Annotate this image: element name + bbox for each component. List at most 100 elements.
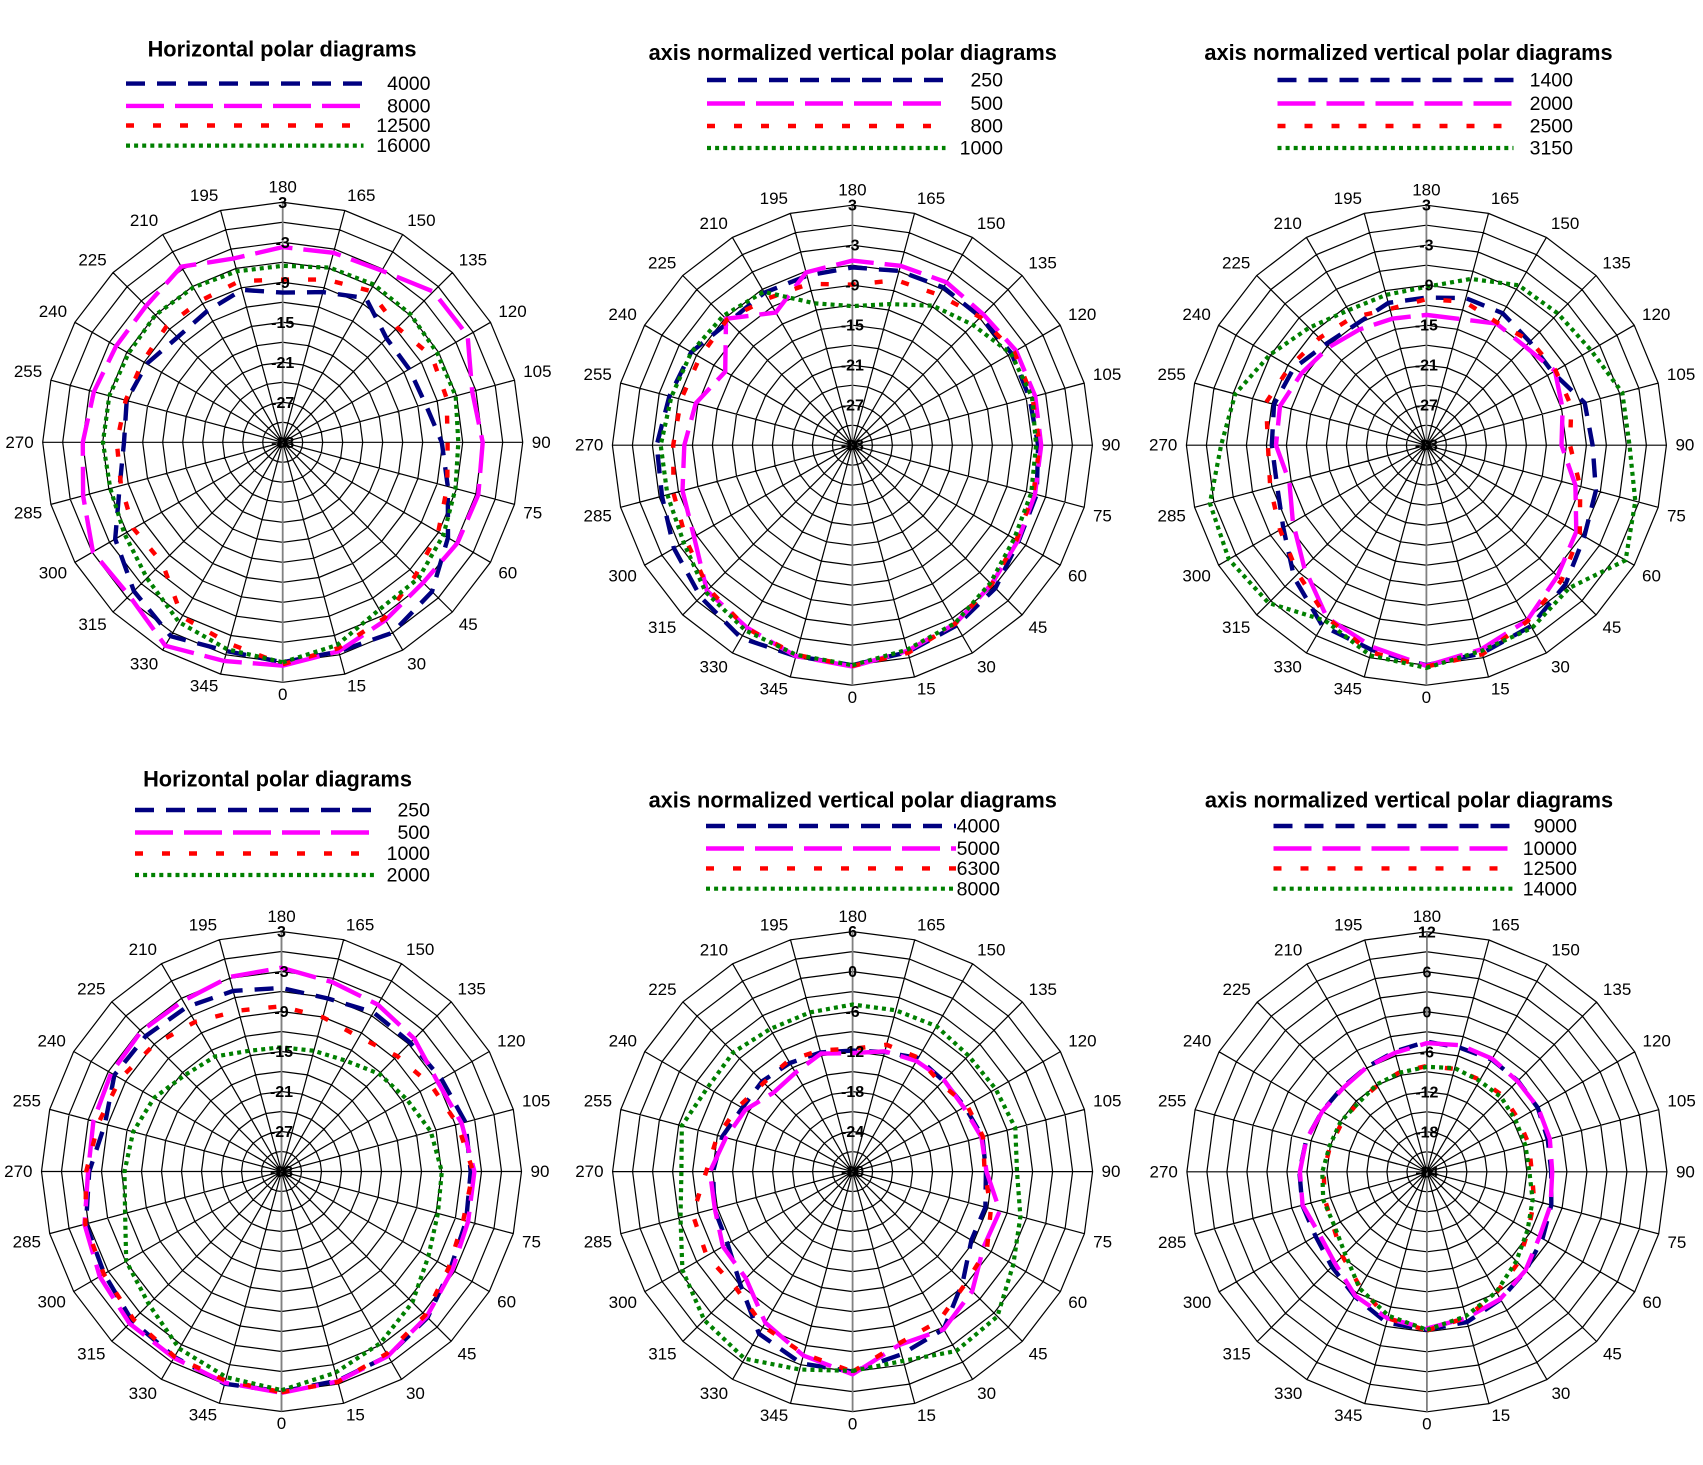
svg-text:210: 210: [1274, 214, 1302, 233]
svg-text:-21: -21: [841, 358, 864, 375]
svg-text:270: 270: [575, 1162, 603, 1181]
svg-text:45: 45: [458, 1344, 477, 1363]
svg-text:285: 285: [584, 506, 612, 525]
svg-text:255: 255: [584, 1092, 612, 1111]
svg-text:150: 150: [977, 214, 1005, 233]
svg-text:105: 105: [522, 1091, 550, 1110]
svg-text:255: 255: [13, 1091, 41, 1110]
svg-text:150: 150: [977, 940, 1005, 959]
svg-text:195: 195: [1334, 189, 1362, 208]
svg-text:165: 165: [917, 915, 945, 934]
svg-text:15: 15: [347, 677, 366, 696]
svg-text:315: 315: [1222, 618, 1250, 637]
svg-text:1400: 1400: [1530, 70, 1574, 92]
svg-text:90: 90: [1101, 436, 1120, 455]
svg-text:120: 120: [1642, 305, 1670, 324]
svg-text:195: 195: [189, 915, 217, 934]
svg-text:15: 15: [1491, 1406, 1510, 1425]
svg-text:-9: -9: [276, 275, 290, 292]
svg-text:0: 0: [848, 964, 857, 981]
svg-text:270: 270: [5, 433, 33, 452]
svg-text:1000: 1000: [387, 843, 431, 865]
svg-text:6: 6: [1422, 964, 1431, 981]
svg-text:500: 500: [397, 822, 430, 844]
svg-text:90: 90: [1676, 1162, 1695, 1181]
svg-text:45: 45: [1603, 1345, 1622, 1364]
svg-text:225: 225: [1222, 253, 1250, 272]
svg-text:4000: 4000: [957, 816, 1001, 838]
svg-text:-12: -12: [1415, 1084, 1438, 1101]
svg-text:150: 150: [1551, 941, 1579, 960]
svg-text:150: 150: [1551, 214, 1579, 233]
svg-text:3150: 3150: [1530, 138, 1574, 160]
svg-text:axis normalized vertical polar: axis normalized vertical polar diagrams: [649, 788, 1057, 813]
svg-text:285: 285: [1158, 506, 1186, 525]
svg-text:135: 135: [458, 980, 486, 999]
svg-text:75: 75: [523, 503, 542, 522]
svg-text:2000: 2000: [1530, 93, 1574, 115]
svg-text:45: 45: [1028, 618, 1047, 637]
svg-text:270: 270: [1150, 1162, 1178, 1181]
svg-text:180: 180: [838, 181, 866, 200]
svg-text:285: 285: [13, 1233, 41, 1252]
svg-text:135: 135: [1028, 253, 1056, 272]
svg-text:-33: -33: [270, 1164, 293, 1181]
svg-text:105: 105: [1667, 365, 1695, 384]
svg-text:225: 225: [78, 251, 106, 270]
svg-text:300: 300: [1183, 1293, 1211, 1312]
svg-text:105: 105: [1667, 1092, 1695, 1111]
svg-text:-18: -18: [841, 1084, 864, 1101]
svg-text:330: 330: [1274, 1384, 1302, 1403]
svg-text:-24: -24: [1415, 1164, 1438, 1181]
svg-text:330: 330: [700, 658, 728, 677]
svg-text:240: 240: [39, 302, 67, 321]
svg-text:255: 255: [1158, 365, 1186, 384]
svg-text:270: 270: [4, 1162, 32, 1181]
svg-text:210: 210: [130, 211, 158, 230]
svg-text:0: 0: [848, 688, 857, 707]
svg-text:15: 15: [346, 1406, 365, 1425]
svg-text:165: 165: [346, 915, 374, 934]
svg-text:-9: -9: [274, 1004, 288, 1021]
svg-text:75: 75: [1667, 1233, 1686, 1252]
svg-text:285: 285: [1158, 1233, 1186, 1252]
svg-text:150: 150: [406, 940, 434, 959]
svg-text:180: 180: [838, 907, 866, 926]
svg-text:285: 285: [14, 503, 42, 522]
svg-text:195: 195: [760, 189, 788, 208]
svg-text:300: 300: [608, 566, 636, 585]
svg-text:8000: 8000: [957, 878, 1001, 900]
svg-text:axis normalized vertical polar: axis normalized vertical polar diagrams: [649, 40, 1057, 65]
svg-text:75: 75: [1667, 506, 1686, 525]
svg-text:90: 90: [1675, 436, 1694, 455]
svg-text:105: 105: [523, 362, 551, 381]
svg-text:2000: 2000: [387, 865, 431, 887]
svg-text:120: 120: [1068, 305, 1096, 324]
svg-text:75: 75: [522, 1233, 541, 1252]
svg-text:-24: -24: [841, 1124, 864, 1141]
svg-text:4000: 4000: [387, 73, 431, 95]
svg-text:800: 800: [970, 116, 1003, 138]
svg-text:210: 210: [700, 214, 728, 233]
svg-text:30: 30: [977, 1384, 996, 1403]
svg-text:195: 195: [760, 915, 788, 934]
svg-text:250: 250: [970, 70, 1003, 92]
svg-text:120: 120: [498, 302, 526, 321]
svg-text:90: 90: [1102, 1162, 1121, 1181]
svg-text:500: 500: [970, 93, 1003, 115]
svg-text:12500: 12500: [1523, 858, 1577, 880]
svg-text:3: 3: [1422, 198, 1431, 215]
svg-text:345: 345: [760, 679, 788, 698]
svg-text:5000: 5000: [957, 838, 1001, 860]
svg-text:165: 165: [1491, 916, 1519, 935]
svg-text:-15: -15: [270, 1044, 293, 1061]
svg-text:-3: -3: [274, 964, 288, 981]
svg-text:3: 3: [278, 195, 287, 212]
svg-text:330: 330: [129, 1384, 157, 1403]
svg-text:225: 225: [1223, 980, 1251, 999]
svg-text:180: 180: [1413, 907, 1441, 926]
svg-text:0: 0: [848, 1414, 857, 1433]
svg-text:0: 0: [278, 685, 287, 704]
svg-text:-27: -27: [841, 398, 864, 415]
svg-text:135: 135: [1029, 980, 1057, 999]
